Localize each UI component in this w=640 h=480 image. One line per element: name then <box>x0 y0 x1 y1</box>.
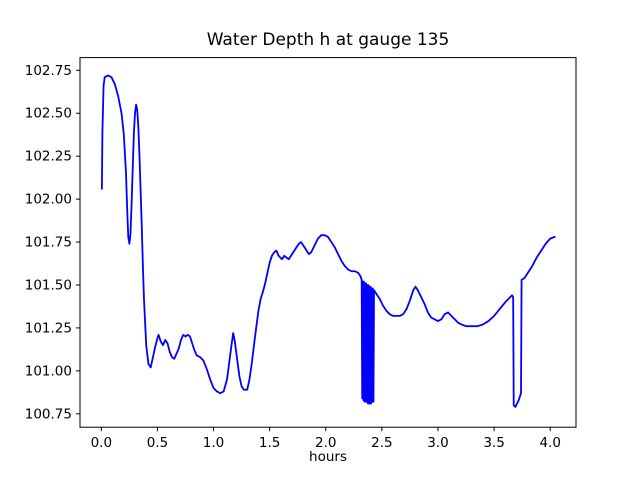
x-tick-label: 3.5 <box>483 435 504 451</box>
x-tick-label: 3.0 <box>427 435 448 451</box>
y-tick-label: 101.75 <box>25 235 72 251</box>
depth-line <box>100 74 556 408</box>
y-tick-label: 102.25 <box>25 149 72 165</box>
x-axis-label: hours <box>309 449 347 465</box>
y-tick-label: 101.00 <box>25 363 72 379</box>
x-tick-label: 2.0 <box>315 435 336 451</box>
y-tick-label: 102.00 <box>25 192 72 208</box>
y-tick-label: 101.50 <box>25 277 72 293</box>
y-tick-label: 100.75 <box>25 406 72 422</box>
y-tick-label: 102.50 <box>25 106 72 122</box>
x-tick-label: 0.0 <box>91 435 112 451</box>
x-tick-label: 1.0 <box>203 435 224 451</box>
plot-area-border <box>79 57 577 428</box>
x-tick-label: 2.5 <box>371 435 392 451</box>
x-tick-label: 0.5 <box>147 435 168 451</box>
y-tick-label: 102.75 <box>25 63 72 79</box>
y-tick-label: 101.25 <box>25 320 72 336</box>
x-tick-label: 1.5 <box>259 435 280 451</box>
chart-title: Water Depth h at gauge 135 <box>206 30 450 50</box>
x-tick-label: 4.0 <box>539 435 560 451</box>
